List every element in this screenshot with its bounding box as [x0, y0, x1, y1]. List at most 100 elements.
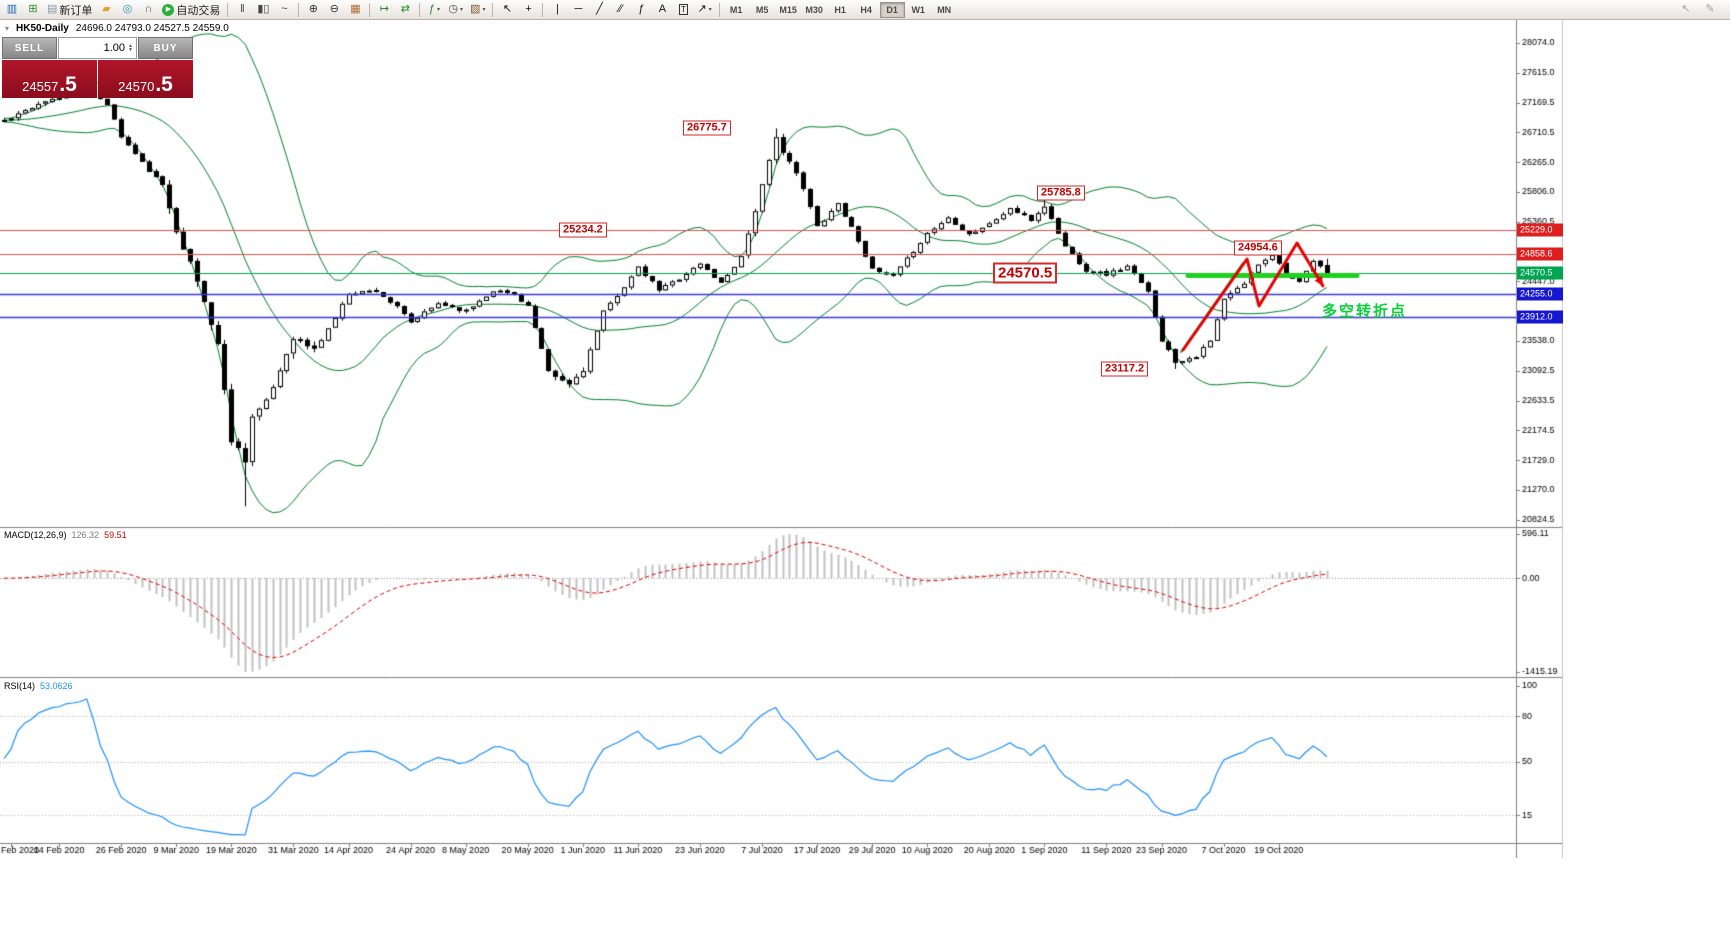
macd-name: MACD(12,26,9)	[4, 530, 67, 540]
auto-scroll-icon[interactable]: ↦	[374, 1, 394, 19]
candlestick-mode-icon[interactable]: ▮▯	[253, 1, 273, 19]
timeframe-m5[interactable]: M5	[750, 2, 775, 18]
channel-tool[interactable]: ∕∕	[610, 1, 630, 19]
timeframe-mn[interactable]: MN	[932, 2, 957, 18]
sell-price-main: 24557	[22, 78, 59, 94]
one-click-trading-panel: SELL 1.00 ▲ ▼ BUY 24557 .5 24570 .5	[2, 37, 193, 98]
trendline-icon: ╱	[596, 3, 603, 15]
bar-chart-mode-icon[interactable]: ‖	[232, 1, 252, 19]
chart-window: ▾ HK50-Daily 24696.0 24793.0 24527.5 245…	[0, 20, 1565, 858]
sell-price[interactable]: 24557 .5	[2, 60, 97, 98]
refresh-icon[interactable]: ◎	[117, 1, 137, 19]
chart-menu-icon[interactable]: ▾	[5, 24, 10, 33]
indicators-button[interactable]: ƒ ▾	[424, 1, 444, 19]
templates-icon: ▧	[470, 3, 481, 15]
rsi-indicator-label: RSI(14) 53.0626	[4, 681, 73, 691]
vertical-line-icon: |	[556, 3, 559, 15]
headset-icon-icon: ∩	[144, 3, 153, 15]
zoom-in-icon[interactable]: ⊕	[303, 1, 323, 19]
timeframe-h1[interactable]: H1	[828, 2, 853, 18]
new-order-icon: ▤	[47, 3, 58, 15]
sell-button[interactable]: SELL	[2, 37, 57, 59]
label-icon: T	[679, 4, 688, 15]
indicators-icon: ƒ	[428, 3, 435, 15]
buy-button[interactable]: BUY	[138, 37, 193, 59]
chart-ohlc-values: 24696.0 24793.0 24527.5 24559.0	[75, 23, 229, 34]
chart-title: ▾ HK50-Daily 24696.0 24793.0 24527.5 245…	[5, 23, 229, 34]
chart-symbol-period: HK50-Daily	[16, 23, 69, 34]
arrows-tool[interactable]: ↗ ▾	[694, 1, 714, 19]
timeframe-m1[interactable]: M1	[724, 2, 749, 18]
profiles-icon-icon: ▰	[102, 3, 111, 15]
new-chart-icon: ⊞	[28, 3, 38, 15]
price-chart-canvas[interactable]	[0, 20, 1565, 858]
text-icon: A	[658, 3, 667, 15]
timeframe-m15[interactable]: M15	[776, 2, 801, 18]
macd-main-value: 126.32	[71, 530, 100, 540]
zoom-out-icon-icon: ⊖	[329, 3, 340, 15]
trendline-tool[interactable]: ╱	[589, 1, 609, 19]
chart-shift-icon-icon: ⇄	[400, 3, 411, 15]
toolbar-separator	[419, 2, 421, 17]
volume-value[interactable]: 1.00	[103, 42, 126, 54]
volume-up-icon[interactable]: ▲	[128, 43, 133, 49]
terminal-icon-icon: ▥	[6, 3, 18, 15]
chevron-down-icon: ▾	[482, 7, 486, 13]
periods-icon: ◷	[448, 3, 459, 15]
pencil-mini-icon[interactable]: ✎	[1700, 1, 1720, 19]
auto-trading-icon: ▶	[162, 3, 175, 16]
toolbar-separator	[542, 2, 544, 17]
fibonacci-tool[interactable]: ƒ	[631, 1, 651, 19]
volume-spin-buttons[interactable]: ▲ ▼	[128, 43, 133, 53]
volume-stepper[interactable]: 1.00 ▲ ▼	[58, 37, 137, 59]
headset-icon[interactable]: ∩	[138, 1, 158, 19]
terminal-icon[interactable]: ▥	[2, 1, 22, 19]
arrows-icon: ↗	[697, 3, 707, 15]
buy-price-frac: .5	[155, 73, 173, 97]
timeframe-d1[interactable]: D1	[879, 1, 905, 18]
timeframe-w1[interactable]: W1	[906, 2, 931, 18]
pencil-mini-icon: ✎	[1705, 3, 1715, 15]
horizontal-line-tool[interactable]: ─	[568, 1, 588, 19]
chart-shift-icon[interactable]: ⇄	[395, 1, 415, 19]
buy-price[interactable]: 24570 .5	[98, 60, 193, 98]
toolbar-separator	[369, 2, 371, 17]
cursor-mini-icon: ↖	[1681, 3, 1691, 15]
toolbar-separator	[227, 2, 229, 17]
vertical-line-tool[interactable]: |	[547, 1, 567, 19]
toolbar-separator	[492, 2, 494, 17]
horizontal-line-icon: ─	[574, 3, 583, 15]
tile-windows-icon[interactable]: ▦	[345, 1, 365, 19]
auto-trading-button-label: 自动交易	[176, 4, 221, 17]
main-toolbar: ▥ ⊞ ▤ 新订单 ▰ ◎ ∩ ▶ 自动交易 ‖ ▮▯ ~ ⊕ ⊖ ▦ ↦ ⇄ ƒ ▾ ◷ ▾ ▧ ▾ ↖ + | ─ ╱ ∕∕ ƒ A T ↗…	[0, 0, 1730, 20]
tile-windows-icon-icon: ▦	[350, 3, 361, 15]
crosshair-icon: +	[525, 3, 532, 15]
chevron-down-icon: ▾	[436, 7, 440, 13]
zoom-out-icon[interactable]: ⊖	[324, 1, 344, 19]
channel-icon: ∕∕	[618, 3, 623, 15]
volume-down-icon[interactable]: ▼	[128, 47, 133, 53]
new-chart-button[interactable]: ⊞	[23, 1, 43, 19]
sell-price-frac: .5	[59, 73, 77, 97]
line-chart-mode-icon[interactable]: ~	[274, 1, 294, 19]
bar-chart-mode-icon-icon: ‖	[240, 3, 245, 15]
refresh-icon-icon: ◎	[122, 3, 133, 15]
line-chart-mode-icon-icon: ~	[281, 3, 288, 15]
label-tool[interactable]: T	[673, 1, 693, 19]
profiles-icon[interactable]: ▰	[96, 1, 116, 19]
crosshair-tool[interactable]: +	[518, 1, 538, 19]
candlestick-mode-icon-icon: ▮▯	[257, 3, 270, 15]
cursor-tool[interactable]: ↖	[497, 1, 517, 19]
chevron-down-icon: ▾	[460, 7, 464, 13]
new-order-button-label: 新订单	[59, 4, 93, 17]
cursor-mini-icon[interactable]: ↖	[1676, 1, 1696, 19]
templates-button[interactable]: ▧ ▾	[467, 1, 488, 19]
timeframe-h4[interactable]: H4	[854, 2, 879, 18]
text-tool[interactable]: A	[652, 1, 672, 19]
chevron-down-icon: ▾	[708, 7, 712, 13]
periods-button[interactable]: ◷ ▾	[445, 1, 466, 19]
toolbar-separator	[718, 2, 720, 17]
timeframe-m30[interactable]: M30	[802, 2, 827, 18]
new-order-button[interactable]: ▤ 新订单	[44, 1, 95, 19]
auto-trading-button[interactable]: ▶ 自动交易	[159, 1, 223, 19]
